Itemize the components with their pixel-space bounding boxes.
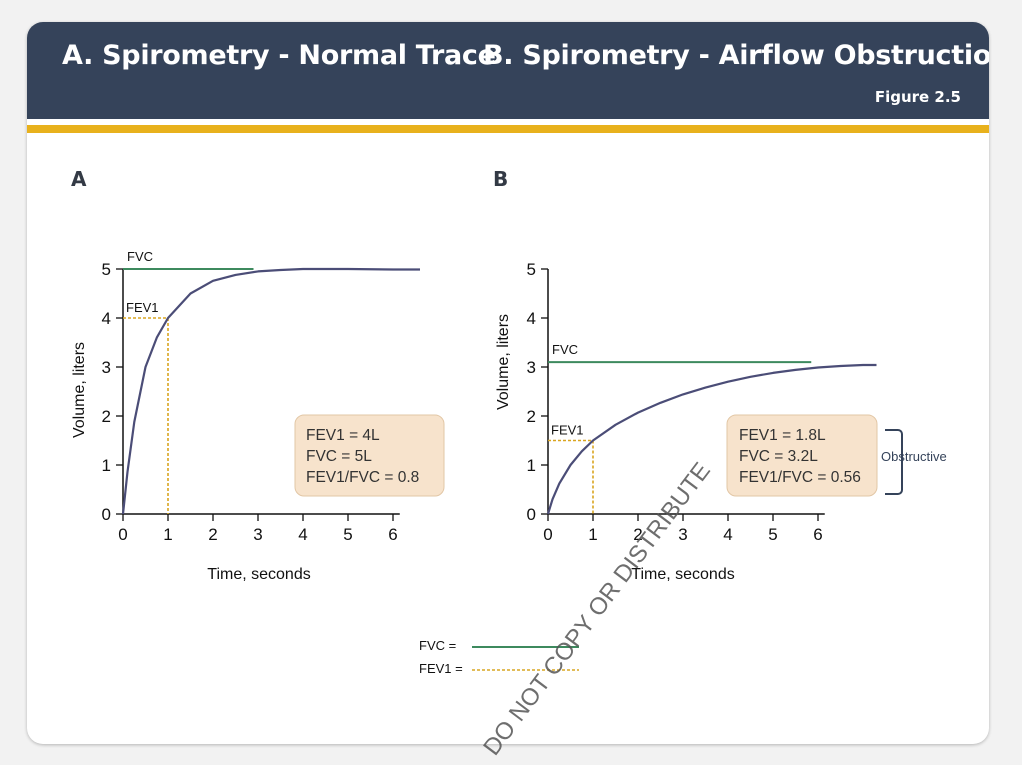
legend-fvc-label: FVC = <box>419 638 456 653</box>
panel-label-a: A <box>71 167 87 191</box>
y-tick-label: 1 <box>102 456 111 475</box>
figure-header <box>27 22 989 119</box>
summary-b-ratio: FEV1/FVC = 0.56 <box>739 469 861 486</box>
y-tick-label: 3 <box>102 358 111 377</box>
figure-number: Figure 2.5 <box>874 88 961 106</box>
fvc-label-a: FVC <box>127 249 153 264</box>
x-tick-label: 6 <box>388 525 397 544</box>
summary-a-ratio: FEV1/FVC = 0.8 <box>306 469 419 486</box>
x-tick-label: 4 <box>723 525 732 544</box>
x-tick-label: 0 <box>118 525 127 544</box>
y-tick-label: 0 <box>527 505 536 524</box>
summary-b-fvc: FVC = 3.2L <box>739 448 818 465</box>
fvc-label-b: FVC <box>552 342 578 357</box>
title-airflow-obstruction: B. Spirometry - Airflow Obstruction <box>483 40 989 71</box>
obstructive-bracket <box>885 429 903 495</box>
y-tick-label: 2 <box>102 407 111 426</box>
chart-b: B Volume, liters Time, seconds 0 1 2 3 4 5 6 0… <box>493 167 947 583</box>
summary-b-fev1: FEV1 = 1.8L <box>739 427 826 444</box>
y-tick-label: 4 <box>527 309 536 328</box>
y-tick-label: 0 <box>102 505 111 524</box>
y-tick-label: 5 <box>527 260 536 279</box>
x-tick-label: 0 <box>543 525 552 544</box>
y-axis-title-a: Volume, liters <box>71 342 88 438</box>
x-axis-title-b: Time, seconds <box>631 566 734 583</box>
panel-label-b: B <box>493 167 508 191</box>
x-tick-label: 4 <box>298 525 307 544</box>
x-tick-label: 1 <box>588 525 597 544</box>
y-tick-label: 1 <box>527 456 536 475</box>
fev1-label-a: FEV1 <box>126 300 159 315</box>
summary-a-fvc: FVC = 5L <box>306 448 372 465</box>
header-divider-white <box>27 119 989 125</box>
summary-box-a: FEV1 = 4L FVC = 5L FEV1/FVC = 0.8 <box>294 414 445 497</box>
volume-curve-b <box>546 363 877 515</box>
x-tick-label: 6 <box>813 525 822 544</box>
x-tick-label: 1 <box>163 525 172 544</box>
chart-a: A Volume, liters Time, seconds 0 1 2 3 4 5 6 0… <box>71 167 445 583</box>
y-tick-label: 2 <box>527 407 536 426</box>
x-axis-title-a: Time, seconds <box>207 566 310 583</box>
x-tick-label: 2 <box>208 525 217 544</box>
summary-box-a-bg <box>294 414 445 497</box>
title-normal-trace: A. Spirometry - Normal Trace <box>62 40 496 71</box>
header-divider-gold <box>27 125 989 133</box>
legend: FVC = FEV1 = <box>419 638 579 676</box>
x-tick-label: 5 <box>343 525 352 544</box>
obstructive-label: Obstructive <box>881 449 947 464</box>
legend-fev1-label: FEV1 = <box>419 661 463 676</box>
y-tick-label: 3 <box>527 358 536 377</box>
watermark: DO NOT COPY OR DISTRIBUTE <box>478 458 716 761</box>
x-tick-label: 3 <box>678 525 687 544</box>
x-tick-label: 2 <box>633 525 642 544</box>
volume-curve-a <box>121 267 420 515</box>
summary-box-b-bg <box>726 414 878 497</box>
summary-a-fev1: FEV1 = 4L <box>306 427 380 444</box>
x-tick-label: 5 <box>768 525 777 544</box>
y-tick-label: 4 <box>102 309 111 328</box>
figure-card: A. Spirometry - Normal Trace B. Spiromet… <box>27 22 989 744</box>
x-tick-label: 3 <box>253 525 262 544</box>
y-tick-label: 5 <box>102 260 111 279</box>
fev1-label-b: FEV1 <box>551 423 584 438</box>
summary-box-b: FEV1 = 1.8L FVC = 3.2L FEV1/FVC = 0.56 <box>726 414 878 497</box>
y-axis-title-b: Volume, liters <box>495 314 512 410</box>
